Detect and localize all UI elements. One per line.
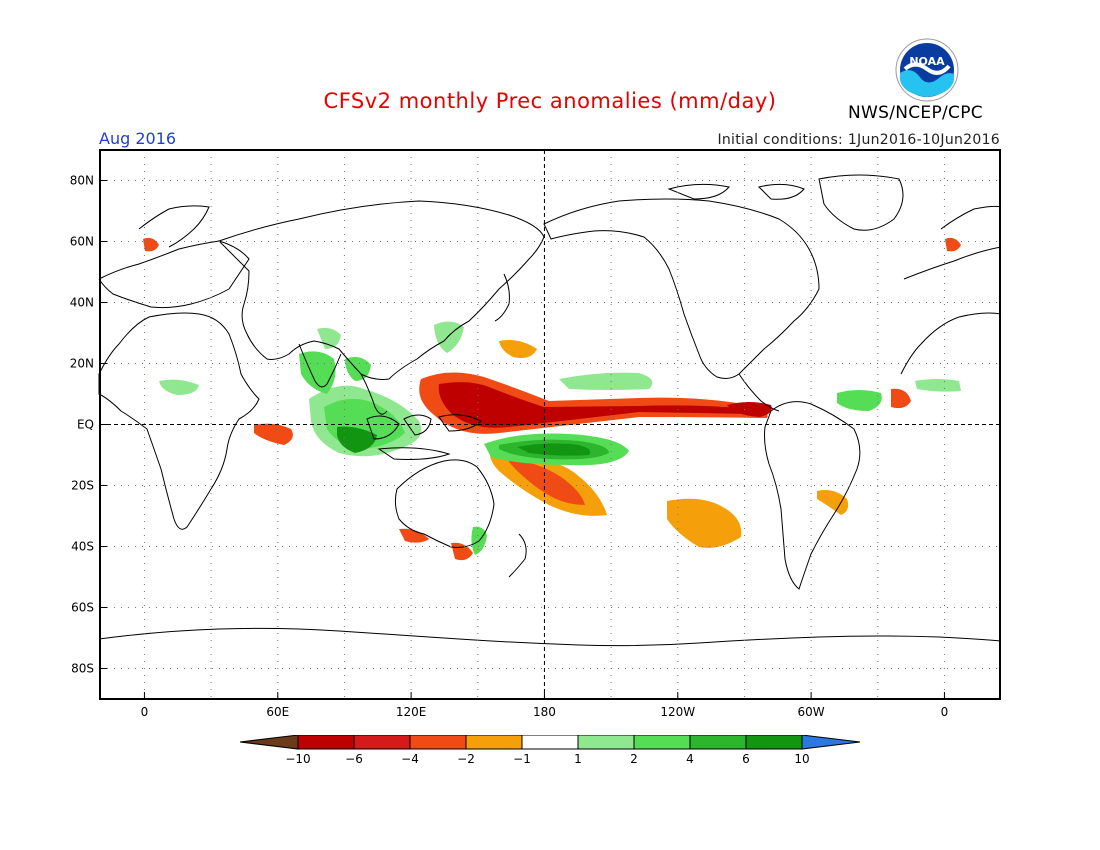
anomaly-fields — [143, 237, 961, 561]
wet-anomaly — [317, 327, 341, 349]
figure-title: CFSv2 monthly Prec anomalies (mm/day) — [323, 89, 777, 113]
colorbar-arrow-high — [801, 735, 861, 750]
colorbar-label: −1 — [513, 752, 531, 766]
lat-tick-label: 60S — [71, 601, 94, 615]
graticule — [100, 150, 1000, 699]
dry-anomaly — [254, 423, 293, 445]
dry-anomaly — [945, 237, 961, 252]
colorbar-label: 6 — [742, 752, 750, 766]
colorbar-label: −4 — [401, 752, 419, 766]
colorbar-swatch — [689, 735, 747, 750]
reference-lines — [100, 150, 1000, 699]
anomaly-map: 80N 60N 40N 20N EQ 20S 40S 60S 80S 0 60E 120E 180 12… — [70, 149, 1002, 719]
coastlines — [98, 174, 1002, 647]
colorbar-swatch — [521, 735, 579, 750]
lat-tick-label: 40N — [70, 296, 94, 310]
lon-tick-label: 0 — [941, 705, 949, 719]
dry-anomaly — [817, 490, 849, 515]
initial-conditions: Initial conditions: 1Jun2016-10Jun2016 — [717, 132, 1000, 148]
colorbar-swatch — [409, 735, 467, 750]
wet-anomaly — [517, 443, 591, 456]
colorbar-label: 4 — [686, 752, 694, 766]
colorbar-swatch — [297, 735, 355, 750]
map-frame — [99, 149, 1001, 700]
dry-anomaly — [438, 382, 751, 428]
lat-tick-label: 20N — [70, 357, 94, 371]
lon-tick-label: 120W — [660, 705, 695, 719]
lat-tick-label: 20S — [71, 479, 94, 493]
colorbar-label: 1 — [574, 752, 582, 766]
lon-tick-label: 0 — [141, 705, 149, 719]
colorbar-swatch — [465, 735, 523, 750]
colorbar-label: −10 — [285, 752, 310, 766]
colorbar-label: 10 — [794, 752, 809, 766]
colorbar-swatch — [633, 735, 691, 750]
colorbar-labels: −10 −6 −4 −2 −1 1 2 4 6 10 — [285, 752, 809, 766]
lat-tick-labels: 80N 60N 40N 20N EQ 20S 40S 60S 80S — [70, 174, 107, 676]
lat-tick-label: 40S — [71, 540, 94, 554]
svg-text:NOAA: NOAA — [909, 55, 945, 68]
wet-anomaly — [559, 372, 653, 390]
lat-tick-label: EQ — [77, 418, 94, 432]
lon-tick-label: 180 — [533, 705, 556, 719]
colorbar-label: −2 — [457, 752, 475, 766]
agency-label: NWS/NCEP/CPC — [848, 103, 983, 123]
dry-anomaly — [727, 402, 772, 417]
dry-anomaly — [499, 340, 537, 358]
wet-anomaly — [337, 426, 377, 453]
wet-anomaly — [434, 321, 464, 353]
colorbar: −10 −6 −4 −2 −1 1 2 4 6 10 — [240, 735, 861, 766]
colorbar-arrow-low — [240, 735, 299, 750]
colorbar-label: 2 — [630, 752, 638, 766]
forecast-month: Aug 2016 — [99, 129, 177, 148]
colorbar-swatch — [353, 735, 411, 750]
lat-tick-label: 80N — [70, 174, 94, 188]
wet-anomaly — [837, 390, 882, 411]
lat-tick-label: 60N — [70, 235, 94, 249]
colorbar-swatches — [240, 735, 861, 750]
lon-tick-labels: 0 60E 120E 180 120W 60W 0 — [141, 692, 949, 719]
dry-anomaly — [143, 237, 159, 252]
lon-tick-label: 60W — [798, 705, 825, 719]
dry-anomaly — [891, 388, 911, 409]
lat-tick-label: 80S — [71, 662, 94, 676]
colorbar-swatch — [577, 735, 635, 750]
lon-tick-label: 60E — [266, 705, 289, 719]
colorbar-swatch — [745, 735, 803, 750]
dry-anomaly — [507, 459, 585, 505]
dry-anomaly — [399, 528, 429, 543]
colorbar-label: −6 — [345, 752, 363, 766]
wet-anomaly — [159, 379, 199, 395]
wet-anomaly — [299, 351, 336, 394]
lon-tick-label: 120E — [396, 705, 427, 719]
wet-anomaly — [915, 379, 961, 392]
noaa-logo-icon: NOAA — [895, 38, 959, 102]
dry-anomaly — [667, 498, 742, 548]
